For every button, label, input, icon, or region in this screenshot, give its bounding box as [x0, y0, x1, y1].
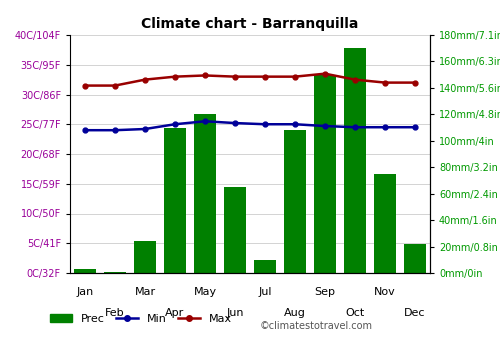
- Text: Jun: Jun: [226, 308, 244, 318]
- Text: Oct: Oct: [346, 308, 364, 318]
- Text: Sep: Sep: [314, 287, 336, 297]
- Bar: [194, 114, 216, 273]
- Bar: [224, 187, 246, 273]
- Text: Apr: Apr: [166, 308, 184, 318]
- Text: Jul: Jul: [258, 287, 272, 297]
- Legend: Prec, Min, Max: Prec, Min, Max: [46, 310, 237, 329]
- Text: Nov: Nov: [374, 287, 396, 297]
- Text: Aug: Aug: [284, 308, 306, 318]
- Bar: [404, 244, 426, 273]
- Bar: [104, 272, 126, 273]
- Bar: [254, 260, 276, 273]
- Text: May: May: [194, 287, 216, 297]
- Bar: [344, 48, 366, 273]
- Text: Dec: Dec: [404, 308, 426, 318]
- Bar: [134, 241, 156, 273]
- Text: Jan: Jan: [76, 287, 94, 297]
- Bar: [164, 127, 186, 273]
- Text: Feb: Feb: [105, 308, 125, 318]
- Text: Mar: Mar: [134, 287, 156, 297]
- Title: Climate chart - Barranquilla: Climate chart - Barranquilla: [142, 17, 358, 31]
- Bar: [284, 130, 306, 273]
- Bar: [314, 75, 336, 273]
- Bar: [74, 269, 96, 273]
- Bar: [374, 174, 396, 273]
- Text: ©climatestotravel.com: ©climatestotravel.com: [260, 321, 373, 331]
